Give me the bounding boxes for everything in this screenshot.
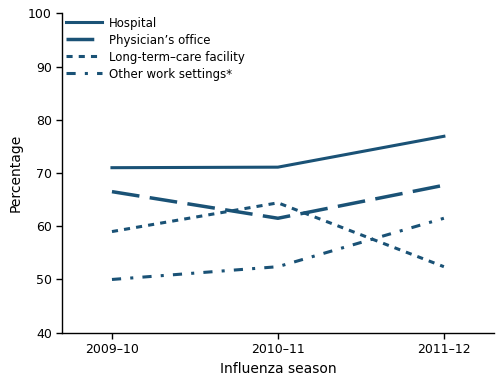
Legend: Hospital, Physician’s office, Long-term–care facility, Other work settings*: Hospital, Physician’s office, Long-term–… (66, 17, 244, 81)
X-axis label: Influenza season: Influenza season (219, 362, 336, 376)
Y-axis label: Percentage: Percentage (9, 134, 22, 212)
